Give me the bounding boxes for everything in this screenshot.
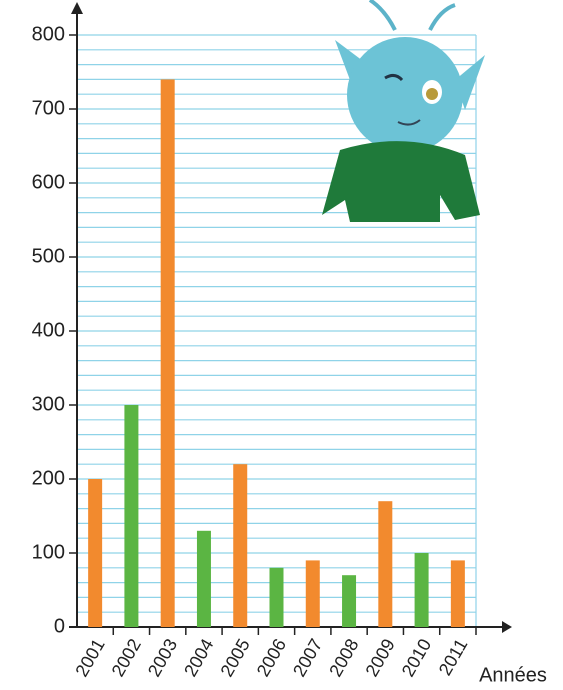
bar	[196, 530, 211, 627]
x-tick-label: 2010	[398, 635, 435, 680]
y-tick-label: 300	[32, 393, 65, 415]
y-tick-label: 800	[32, 23, 65, 45]
bar	[378, 501, 393, 627]
bar	[124, 405, 139, 627]
x-tick-label: 2009	[362, 635, 399, 680]
y-tick-label: 700	[32, 97, 65, 119]
y-tick-label: 100	[32, 541, 65, 563]
y-axis-arrow	[71, 2, 83, 14]
x-axis-label: Années	[479, 664, 547, 686]
y-tick-label: 400	[32, 319, 65, 341]
alien-illustration	[322, 0, 485, 222]
x-tick-label: 2006	[253, 635, 290, 680]
bar	[160, 79, 175, 627]
bar	[342, 575, 357, 627]
y-tick-label: 600	[32, 171, 65, 193]
y-tick-label: 0	[54, 615, 65, 637]
bar	[269, 567, 284, 627]
bar	[450, 560, 465, 627]
x-tick-label: 2004	[180, 635, 217, 680]
x-tick-label: 2001	[71, 635, 108, 680]
x-tick-label: 2007	[289, 635, 326, 680]
x-tick-label: 2011	[435, 635, 472, 679]
y-tick-label: 200	[32, 467, 65, 489]
bar	[414, 553, 429, 627]
x-tick-label: 2002	[108, 635, 145, 680]
x-tick-label: 2003	[144, 635, 181, 680]
bar	[88, 479, 103, 627]
x-tick-label: 2005	[216, 635, 253, 680]
x-axis-arrow	[502, 621, 512, 633]
bar	[233, 464, 248, 627]
y-tick-label: 500	[32, 245, 65, 267]
x-tick-label: 2008	[325, 635, 362, 680]
bar	[305, 560, 320, 627]
